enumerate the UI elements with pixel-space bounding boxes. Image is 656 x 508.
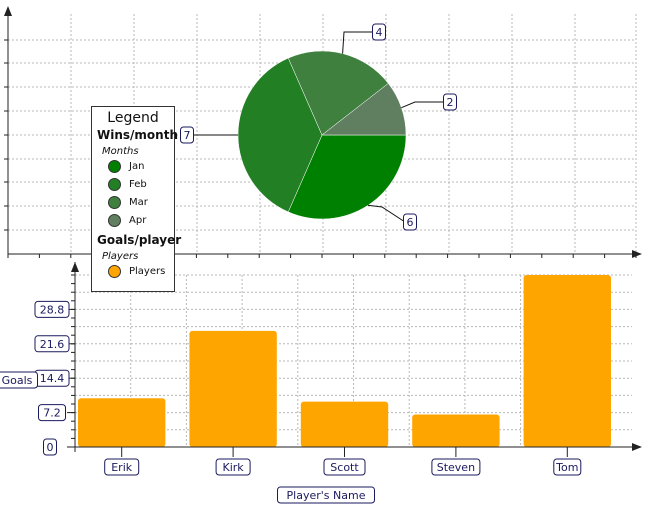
bar-y-tick-label-frame [34, 335, 70, 353]
pie-value-label-apr-text: 2 [447, 96, 454, 109]
legend-pie-title: Wins/month [97, 128, 178, 142]
pie-value-label-mar-text: 4 [376, 26, 383, 39]
bar-x-tick-label-kirk: Kirk [215, 458, 251, 476]
bar-y-tick-label-frame [43, 438, 57, 456]
bar-y-tick-label-text: 21.6 [40, 338, 65, 351]
bar-y-tick-label: 0 [43, 438, 57, 456]
legend-item-apr-label: Apr [129, 214, 147, 226]
bar-x-tick-label-erik: Erik [104, 458, 140, 476]
legend-item-mar-swatch [108, 195, 121, 209]
legend-item-jan: Jan [108, 157, 174, 175]
bar-panel-axes: 0 7.2 14.4 21.6 28.8 Erik Kirk Scott Steven Tom Go… [0, 262, 642, 504]
pie-slice-mar [287, 50, 389, 136]
bar-y-tick-label-text: 14.4 [40, 372, 65, 385]
legend-item-feb: Feb [108, 175, 174, 193]
bar-y-tick-label: 7.2 [38, 404, 66, 422]
bar-x-tick-label-erik-frame [104, 458, 140, 476]
pie-leader-mar [342, 31, 374, 54]
bar-x-tick-label-steven-frame [431, 458, 481, 476]
legend-item-feb-swatch [108, 177, 121, 191]
legend-box: Legend Wins/month Months Jan Feb Mar Apr Go… [91, 106, 182, 292]
bar-y-tick-label: 28.8 [34, 300, 70, 318]
pie-value-label-apr: 2 [443, 93, 457, 111]
bar-x-tick-label-kirk-frame [215, 458, 251, 476]
legend-bar-title: Goals/player [97, 233, 182, 247]
pie-value-label-apr-frame [443, 93, 457, 111]
bar-y-tick-label: 21.6 [34, 335, 70, 353]
pie-value-label-mar: 4 [372, 23, 386, 41]
bar-x-tick-label-tom: Tom [553, 458, 582, 476]
bar-y-tick-label-text: 0 [47, 441, 54, 454]
bar-x-tick-label-tom-text: Tom [555, 461, 578, 474]
bar-x-tick-label-scott-frame [323, 458, 366, 476]
pie-value-label-feb-frame [180, 126, 194, 144]
bar-chart [78, 275, 611, 447]
pie-panel-y-axis-arrow [4, 6, 12, 16]
bar-x-tick-label-steven: Steven [431, 458, 481, 476]
legend-item-mar-label: Mar [129, 196, 148, 208]
bar-y-tick-label-frame [38, 404, 66, 422]
pie-chart: 6 7 4 2 [180, 23, 457, 231]
bar-x-tick-label-scott: Scott [323, 458, 366, 476]
pie-leader-jan [367, 204, 406, 223]
pie-value-label-feb: 7 [180, 126, 194, 144]
pie-value-label-feb-text: 7 [184, 129, 191, 142]
legend-bar-subtitle: Players [102, 251, 139, 262]
bar-x-tick-label-scott-text: Scott [330, 461, 359, 474]
legend-item-apr-swatch [108, 213, 121, 227]
legend-item-players-swatch [108, 264, 121, 278]
pie-slice-feb [237, 57, 323, 213]
legend-pie-items: Jan Feb Mar Apr [92, 157, 174, 229]
bar-x-tick-label-tom-frame [553, 458, 582, 476]
bar-y-axis-title-text: Goals [2, 374, 33, 387]
bar-y-tick-label-text: 28.8 [40, 303, 65, 316]
bar-y-axis-title: Goals [0, 371, 38, 389]
legend-item-mar: Mar [108, 193, 174, 211]
bar-x-tick-label-kirk-text: Kirk [223, 461, 245, 474]
bar-tom [523, 275, 611, 447]
pie-value-label-jan: 6 [403, 213, 417, 231]
bar-x-axis-title: Player's Name [277, 486, 375, 504]
legend-item-jan-label: Jan [129, 160, 145, 172]
bar-erik [78, 398, 166, 447]
bar-scott [300, 401, 389, 447]
legend-pie-subtitle: Months [102, 146, 139, 157]
bar-x-axis-title-frame [277, 486, 375, 504]
bar-x-tick-label-erik-text: Erik [111, 461, 133, 474]
bar-steven [412, 414, 500, 447]
pie-panel-x-axis-arrow [632, 250, 642, 258]
bar-kirk [189, 330, 277, 447]
bar-y-axis-title-frame [0, 371, 38, 389]
bar-y-tick-label-frame [34, 300, 70, 318]
legend-bar-items: Players [92, 262, 174, 280]
bar-x-axis-arrow [632, 443, 642, 451]
pie-leader-apr [401, 101, 445, 109]
bar-x-axis-title-text: Player's Name [287, 489, 366, 502]
legend-item-apr: Apr [108, 211, 174, 229]
legend-item-feb-label: Feb [129, 178, 147, 190]
bar-y-axis-arrow [71, 262, 79, 272]
legend-item-jan-swatch [108, 159, 121, 173]
pie-value-label-jan-text: 6 [407, 216, 414, 229]
pie-value-label-jan-frame [403, 213, 417, 231]
bar-x-tick-label-steven-text: Steven [437, 461, 475, 474]
bar-y-tick-label: 14.4 [34, 369, 70, 387]
legend-item-players-label: Players [129, 265, 166, 277]
legend-title: Legend [107, 110, 159, 126]
pie-value-label-mar-frame [372, 23, 386, 41]
legend-item-players: Players [108, 262, 174, 280]
bar-y-tick-label-text: 7.2 [43, 407, 61, 420]
